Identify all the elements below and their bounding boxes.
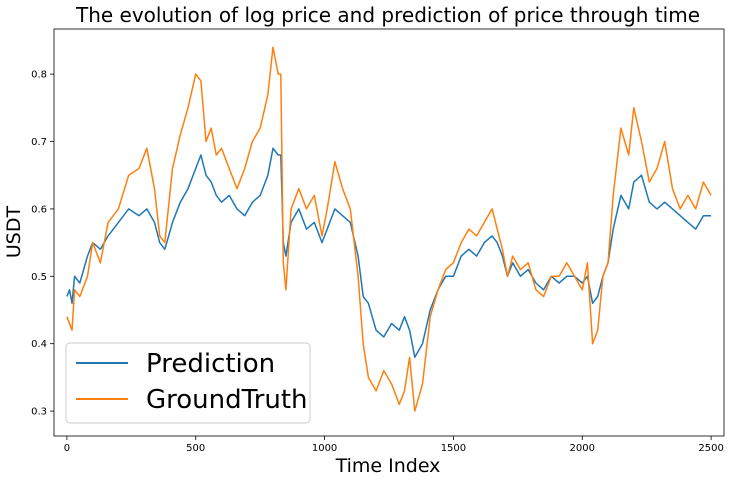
x-tick-label: 0 [64, 443, 70, 454]
series-line-groundtruth [66, 46, 712, 412]
x-tick-label: 500 [186, 443, 205, 454]
x-tick-label: 1500 [441, 443, 466, 454]
legend-label-groundtruth: GroundTruth [146, 385, 308, 415]
y-tick-label: 0.8 [31, 70, 47, 81]
legend-label-prediction: Prediction [146, 349, 275, 379]
x-tick-label: 2000 [570, 443, 595, 454]
y-axis-label: USDT [3, 206, 25, 259]
series-line-prediction [66, 147, 712, 358]
plot-frame [53, 28, 725, 437]
y-tick-label: 0.7 [31, 137, 47, 148]
x-axis-label: Time Index [335, 455, 441, 477]
x-tick-label: 2500 [698, 443, 723, 454]
y-tick-label: 0.6 [31, 204, 47, 215]
y-tick-label: 0.5 [31, 272, 47, 283]
x-tick-label: 1000 [312, 443, 337, 454]
chart-title: The evolution of log price and predictio… [75, 3, 700, 27]
y-axis: 0.3 0.4 0.5 0.6 0.7 0.8 [31, 70, 54, 418]
series-layer [66, 46, 712, 412]
legend: Prediction GroundTruth [65, 342, 311, 424]
x-axis: 0 500 1000 1500 2000 2500 [64, 436, 724, 454]
y-tick-label: 0.3 [31, 407, 47, 418]
y-tick-label: 0.4 [31, 339, 47, 350]
